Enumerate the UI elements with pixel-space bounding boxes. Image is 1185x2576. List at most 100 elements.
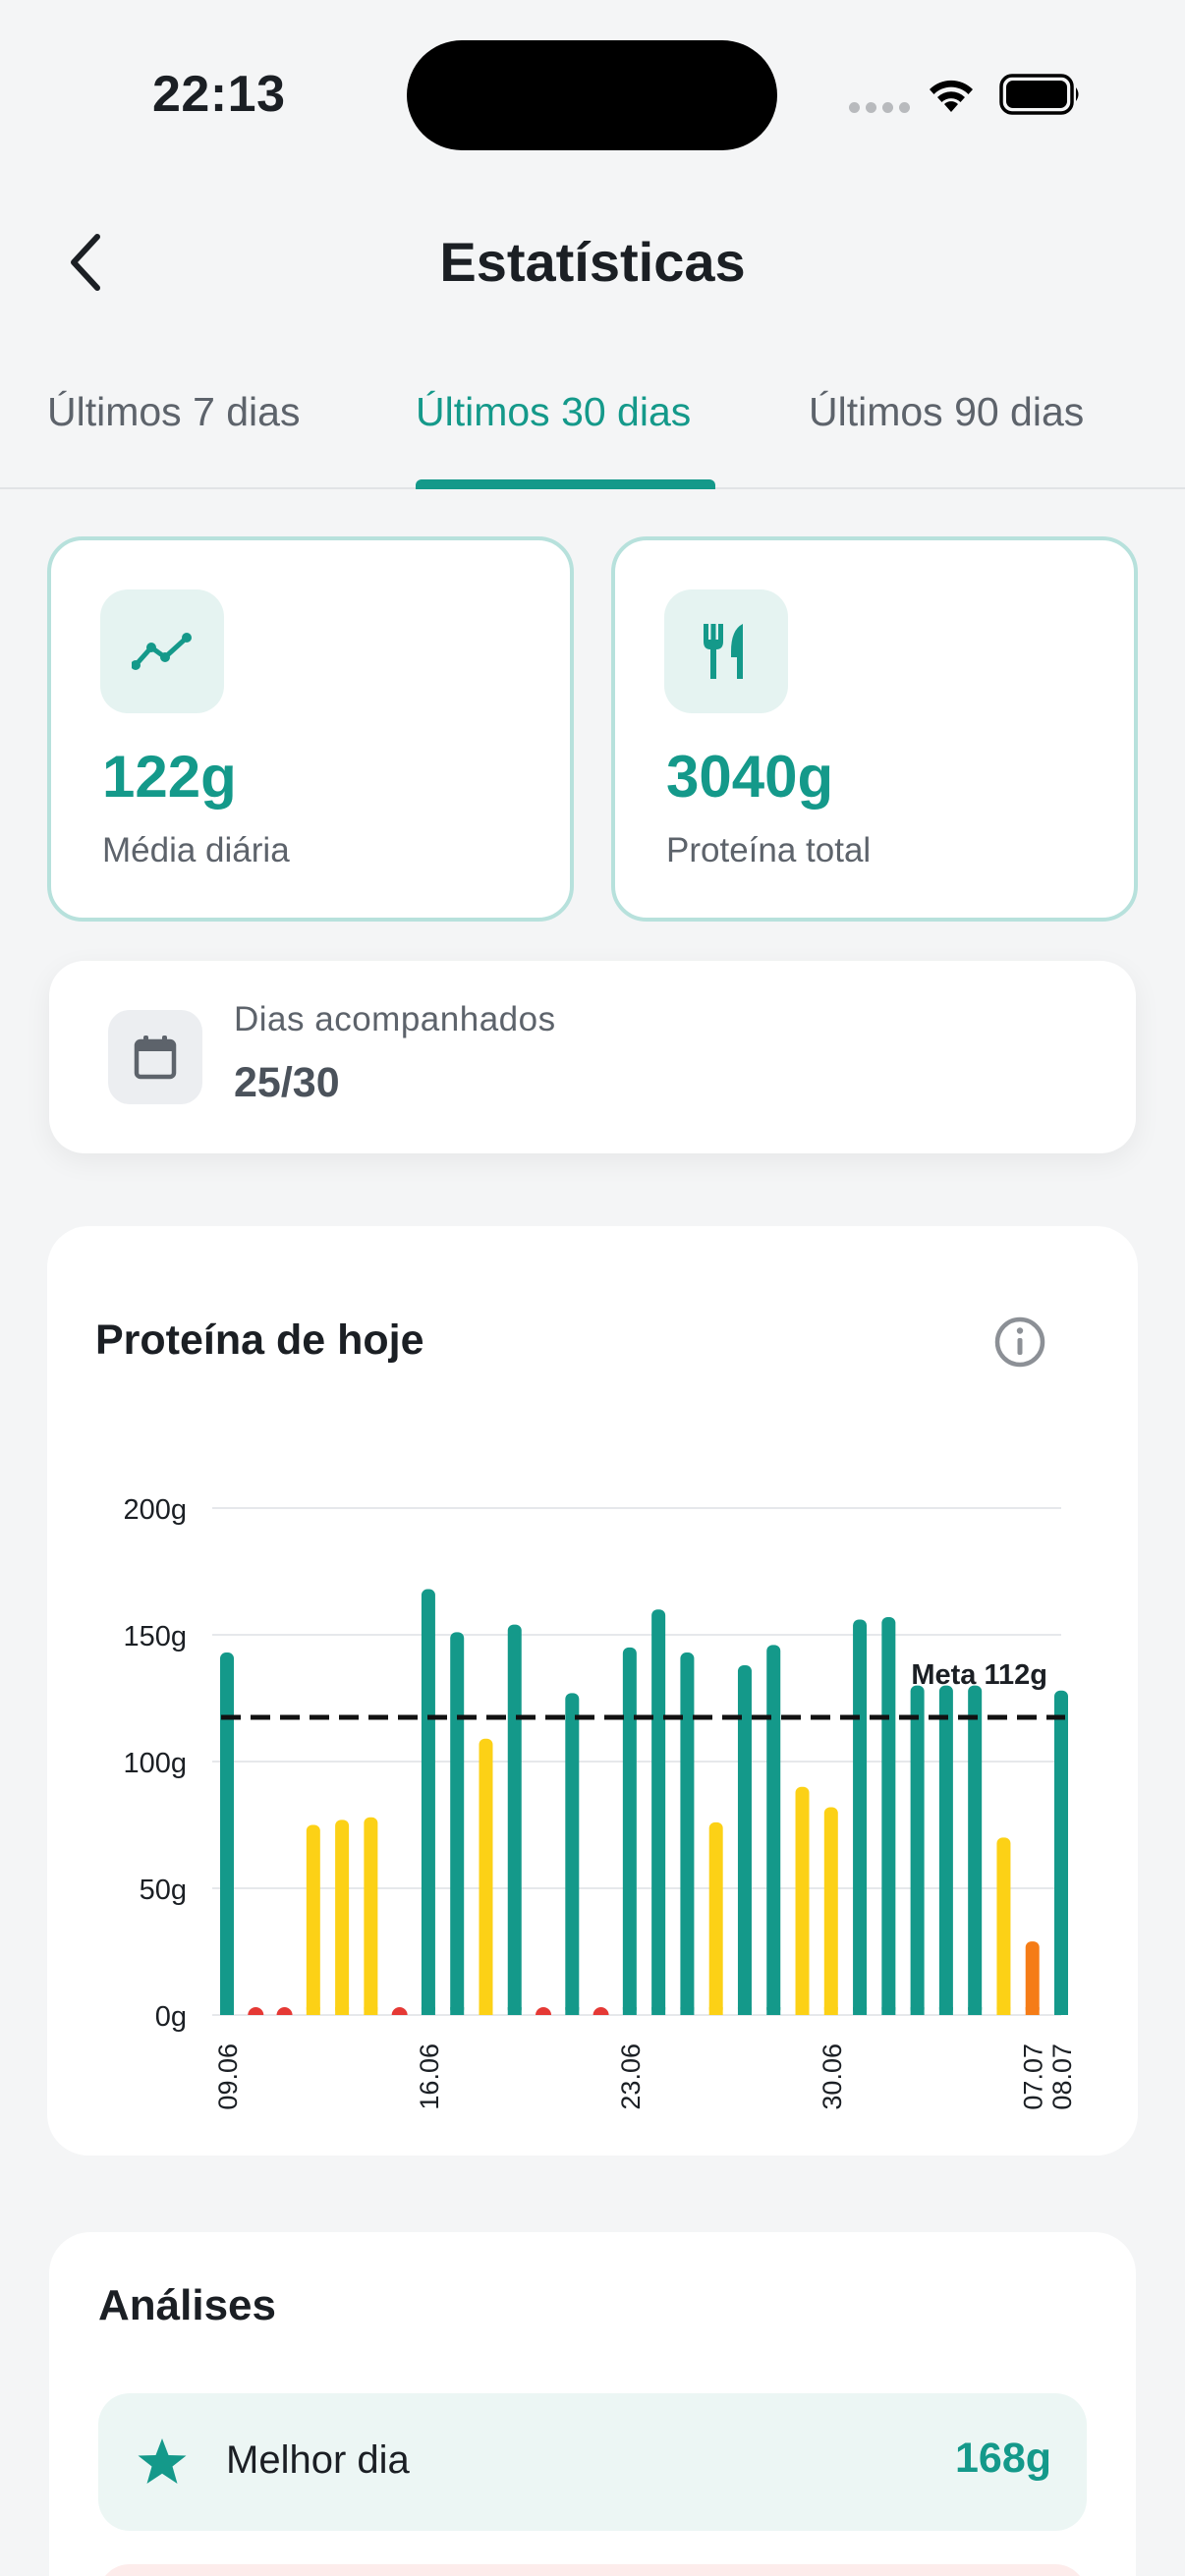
best-day-row[interactable]: Melhor dia 168g xyxy=(98,2393,1087,2531)
bar-empty-marker xyxy=(391,2007,408,2015)
tab-90-days[interactable]: Últimos 90 dias xyxy=(809,389,1085,434)
bar-base xyxy=(1054,2007,1068,2015)
days-tracked-value: 25/30 xyxy=(234,1059,340,1106)
bar-base xyxy=(737,2007,752,2015)
trend-line-icon xyxy=(100,589,224,713)
bar xyxy=(938,1685,953,2015)
bar xyxy=(450,1632,465,2015)
bar xyxy=(853,1619,868,2015)
x-tick-label: 23.06 xyxy=(616,2044,646,2110)
y-tick-label: 200g xyxy=(123,1494,187,1526)
bar-base xyxy=(968,2007,983,2015)
bar xyxy=(737,1664,752,2015)
wifi-icon xyxy=(930,80,973,112)
bar-base xyxy=(996,2007,1011,2015)
bar-base xyxy=(881,2007,896,2015)
bar-base xyxy=(1025,2007,1040,2015)
y-tick-label: 50g xyxy=(140,1875,187,1906)
bar xyxy=(507,1624,522,2015)
bar xyxy=(421,1589,435,2015)
bar xyxy=(651,1609,666,2015)
chart-title: Proteína de hoje xyxy=(95,1316,424,1364)
x-tick-label: 08.07 xyxy=(1047,2044,1077,2110)
bar xyxy=(1054,1690,1068,2015)
goal-label: Meta 112g xyxy=(911,1659,1047,1691)
bar-base xyxy=(910,2007,925,2015)
bar-base xyxy=(565,2007,580,2015)
bar xyxy=(622,1647,637,2015)
status-bar: 22:13 xyxy=(0,0,1185,187)
best-day-value: 168g xyxy=(954,2435,1051,2482)
bar xyxy=(220,1652,234,2015)
bar xyxy=(306,1824,320,2015)
tab-30-days[interactable]: Últimos 30 dias xyxy=(416,389,692,434)
calendar-icon xyxy=(108,1010,202,1104)
bar xyxy=(680,1652,695,2015)
dynamic-island xyxy=(407,40,777,150)
bar xyxy=(766,1645,781,2015)
average-card: 122g Média diária xyxy=(47,536,574,922)
bar-empty-marker xyxy=(536,2007,552,2015)
bar-empty-marker xyxy=(592,2007,609,2015)
bar-base xyxy=(450,2007,465,2015)
analyses-title: Análises xyxy=(98,2281,276,2329)
bar xyxy=(479,1738,493,2015)
x-tick-label: 07.07 xyxy=(1019,2044,1048,2110)
x-tick-label: 30.06 xyxy=(818,2044,847,2110)
page-title: Estatísticas xyxy=(439,231,746,293)
bar-base xyxy=(479,2007,493,2015)
tab-7-days[interactable]: Últimos 7 dias xyxy=(47,389,301,434)
total-card: 3040g Proteína total xyxy=(611,536,1138,922)
y-tick-label: 100g xyxy=(123,1748,187,1779)
battery-icon xyxy=(999,74,1079,115)
bar-base xyxy=(795,2007,810,2015)
fork-knife-icon xyxy=(664,589,788,713)
bar-base xyxy=(853,2007,868,2015)
bar-base xyxy=(335,2007,350,2015)
y-tick-label: 0g xyxy=(155,2001,187,2033)
bar xyxy=(910,1685,925,2015)
status-time: 22:13 xyxy=(152,66,286,123)
bar xyxy=(565,1693,580,2015)
bar-base xyxy=(938,2007,953,2015)
days-tracked-card: Dias acompanhados 25/30 xyxy=(49,961,1136,1153)
chevron-left-icon xyxy=(71,234,100,291)
bar xyxy=(1025,1941,1040,2015)
bar-base xyxy=(306,2007,320,2015)
bar xyxy=(795,1786,810,2015)
bar-base xyxy=(507,2007,522,2015)
bar-base xyxy=(364,2007,378,2015)
bar-base xyxy=(622,2007,637,2015)
back-button[interactable] xyxy=(51,218,120,307)
bar xyxy=(708,1821,723,2015)
bar xyxy=(364,1817,378,2015)
bar xyxy=(881,1616,896,2015)
x-tick-label: 16.06 xyxy=(415,2044,444,2110)
total-label: Proteína total xyxy=(666,831,872,869)
bar-empty-marker xyxy=(248,2007,264,2015)
period-tabs: Últimos 7 dias Últimos 30 dias Últimos 9… xyxy=(0,373,1185,489)
average-label: Média diária xyxy=(102,831,290,869)
bar-empty-marker xyxy=(276,2007,293,2015)
bar-base xyxy=(766,2007,781,2015)
y-tick-label: 150g xyxy=(123,1621,187,1652)
bar xyxy=(996,1837,1011,2015)
bar-base xyxy=(651,2007,666,2015)
info-icon[interactable] xyxy=(992,1315,1047,1370)
average-value: 122g xyxy=(102,744,237,810)
bar-base xyxy=(823,2007,838,2015)
bar xyxy=(823,1807,838,2015)
protein-bar-chart: 0g 50g 100g 150g 200g Meta 112g 09.06 16.06 23.0… xyxy=(123,1494,1077,2110)
analyses-card: Análises Melhor dia 168g xyxy=(49,2232,1136,2576)
days-tracked-label: Dias acompanhados xyxy=(234,1000,556,1038)
bar xyxy=(335,1820,350,2015)
star-icon xyxy=(138,2438,187,2484)
bar-base xyxy=(421,2007,435,2015)
protein-chart-card: Proteína de hoje 0g 50g 100g 150g 200g Meta 1… xyxy=(47,1226,1138,2156)
bar-base xyxy=(220,2007,234,2015)
x-tick-label: 09.06 xyxy=(213,2044,243,2110)
best-day-label: Melhor dia xyxy=(226,2438,410,2482)
bar-base xyxy=(680,2007,695,2015)
active-tab-indicator xyxy=(416,479,715,489)
